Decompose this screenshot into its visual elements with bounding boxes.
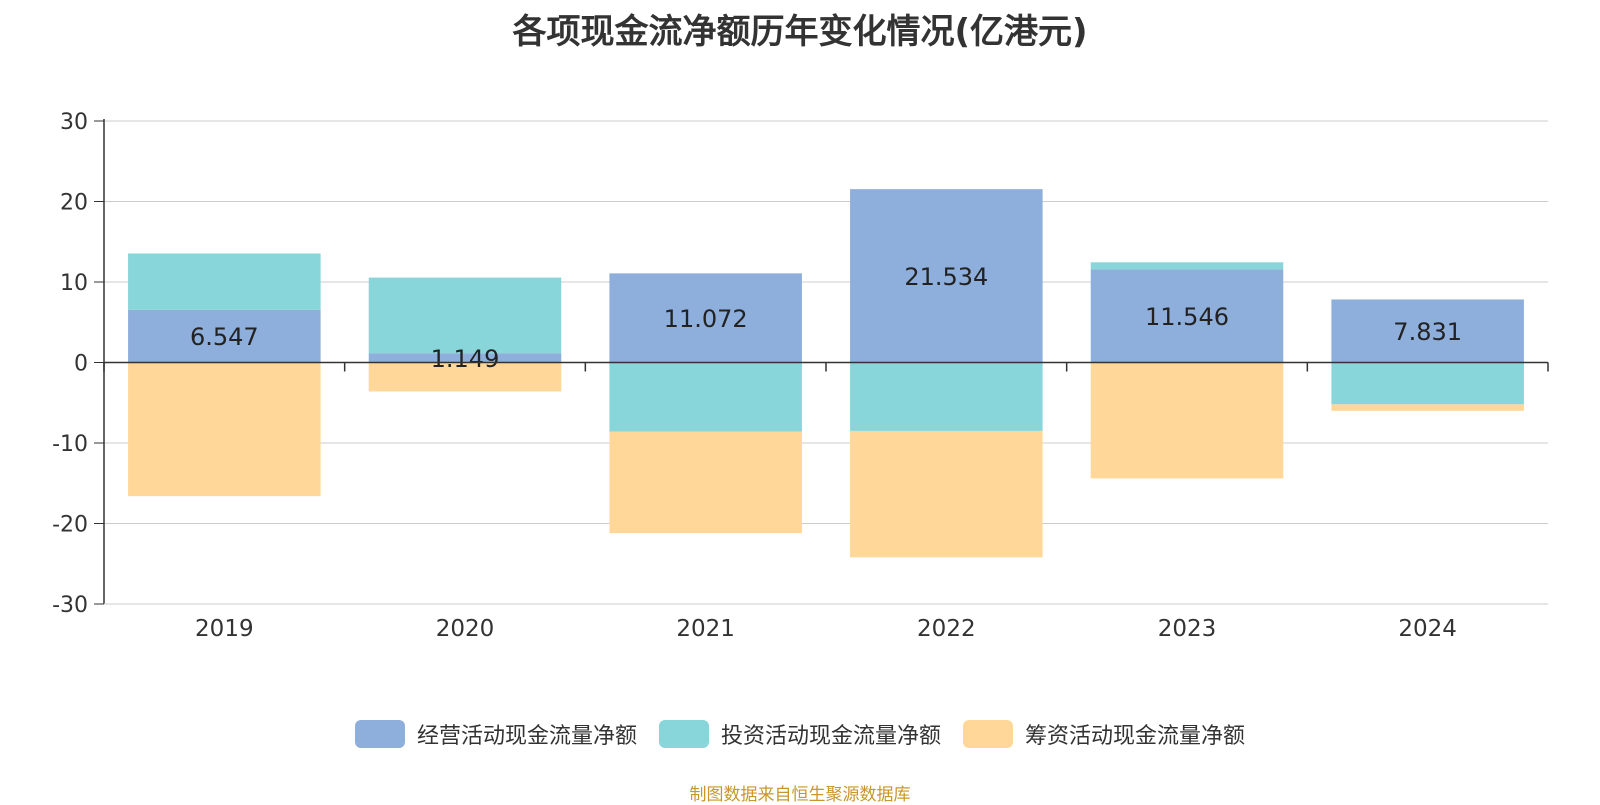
x-tick-label: 2024 xyxy=(1398,616,1457,642)
bar-2-2020 xyxy=(368,362,562,392)
data-label: 7.831 xyxy=(1393,318,1462,346)
bar-0-2020 xyxy=(368,353,562,363)
legend-swatch-investing xyxy=(658,720,709,748)
legend-swatch-financing xyxy=(963,720,1013,748)
legend-item-financing[interactable]: 筹资活动现金流量净额 xyxy=(963,718,1245,750)
data-label: 6.547 xyxy=(190,323,259,351)
legend-label-investing: 投资活动现金流量净额 xyxy=(720,724,941,749)
bar-1-2022 xyxy=(850,362,1043,431)
data-label: 21.534 xyxy=(904,263,988,291)
y-tick-label: 10 xyxy=(60,271,88,296)
data-label: 1.149 xyxy=(431,345,500,373)
y-tick-label: -10 xyxy=(52,432,88,457)
y-tick-label: -20 xyxy=(52,513,88,538)
bar-0-2021 xyxy=(609,273,802,363)
bar-2-2019 xyxy=(128,362,321,497)
x-tick-label: 2022 xyxy=(917,616,976,642)
bar-1-2021 xyxy=(609,362,802,432)
bar-2-2024 xyxy=(1331,404,1524,411)
y-tick-label: 30 xyxy=(60,110,88,135)
y-tick-label: -30 xyxy=(52,593,88,618)
x-tick-label: 2021 xyxy=(676,616,735,642)
bar-0-2019 xyxy=(128,309,321,363)
legend-swatch-operating xyxy=(354,720,405,748)
bar-1-2019 xyxy=(128,253,321,310)
bar-1-2024 xyxy=(1331,362,1524,405)
data-label: 11.546 xyxy=(1145,303,1229,331)
legend-label-financing: 筹资活动现金流量净额 xyxy=(1025,724,1246,749)
y-tick-label: 0 xyxy=(74,352,88,377)
bar-2-2023 xyxy=(1090,362,1284,479)
bar-0-2023 xyxy=(1090,269,1284,363)
data-label: 11.072 xyxy=(664,305,748,333)
bar-0-2024 xyxy=(1331,299,1524,363)
bar-1-2020 xyxy=(368,277,562,354)
bar-1-2023 xyxy=(1090,262,1284,270)
y-tick-label: 20 xyxy=(60,191,88,216)
legend-item-investing[interactable]: 投资活动现金流量净额 xyxy=(658,718,941,750)
bar-2-2021 xyxy=(609,431,802,534)
x-tick-label: 2020 xyxy=(436,616,495,642)
legend-label-operating: 经营活动现金流量净额 xyxy=(416,724,637,749)
chart-title: 各项现金流净额历年变化情况(亿港元) xyxy=(512,12,1088,52)
x-tick-label: 2019 xyxy=(195,616,254,642)
legend-item-operating[interactable]: 经营活动现金流量净额 xyxy=(354,718,637,750)
bar-0-2022 xyxy=(850,189,1043,363)
legend: 经营活动现金流量净额 投资活动现金流量净额 筹资活动现金流量净额 xyxy=(0,718,1600,750)
bar-2-2022 xyxy=(850,430,1043,558)
chart-plot: 30 20 10 0 -10 -20 -30 6.547 1.149 11.072 21.534 11… xyxy=(52,110,1549,642)
source-note: 制图数据来自恒生聚源数据库 xyxy=(689,785,911,805)
x-tick-label: 2023 xyxy=(1158,616,1217,642)
